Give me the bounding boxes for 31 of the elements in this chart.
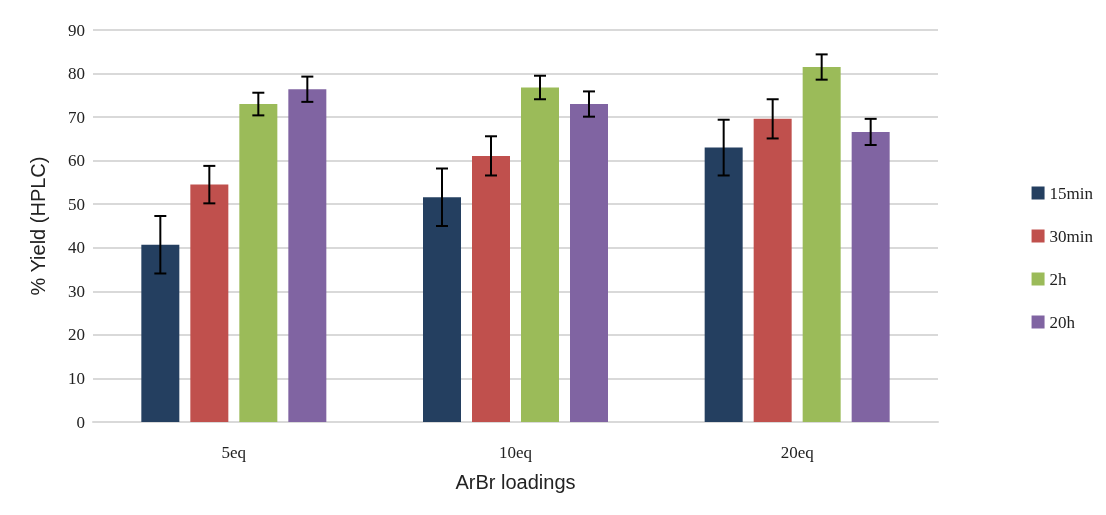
legend-label: 2h <box>1049 269 1068 289</box>
y-tick-label: 90 <box>68 20 85 40</box>
bar <box>753 118 792 422</box>
y-tick-label: 60 <box>68 151 85 171</box>
bar <box>704 147 743 422</box>
y-tick-label: 80 <box>68 64 85 84</box>
y-tick-label: 30 <box>68 281 85 301</box>
bar <box>239 104 278 422</box>
bar <box>851 131 890 422</box>
bar <box>802 67 841 422</box>
legend-label: 30min <box>1049 226 1094 246</box>
legend-label: 20h <box>1049 312 1076 332</box>
y-tick-label: 0 <box>76 412 85 432</box>
bar <box>521 87 559 422</box>
x-tick-label: 10eq <box>498 443 533 462</box>
bar <box>288 89 327 422</box>
bar <box>141 244 180 422</box>
legend-label: 15min <box>1049 183 1094 203</box>
bar <box>472 155 510 422</box>
y-tick-label: 10 <box>68 368 85 388</box>
bar <box>570 104 608 422</box>
bar <box>190 184 229 422</box>
y-axis-title: % Yield (HPLC) <box>27 156 49 296</box>
y-tick-label: 50 <box>68 194 85 214</box>
y-tick-label: 20 <box>68 325 85 345</box>
y-tick-label: 70 <box>68 107 85 127</box>
x-tick-label: 20eq <box>780 443 815 462</box>
y-tick-label: 40 <box>68 238 85 258</box>
x-tick-label: 5eq <box>221 443 247 462</box>
x-axis-title: ArBr loadings <box>455 471 576 493</box>
bar <box>423 197 461 422</box>
